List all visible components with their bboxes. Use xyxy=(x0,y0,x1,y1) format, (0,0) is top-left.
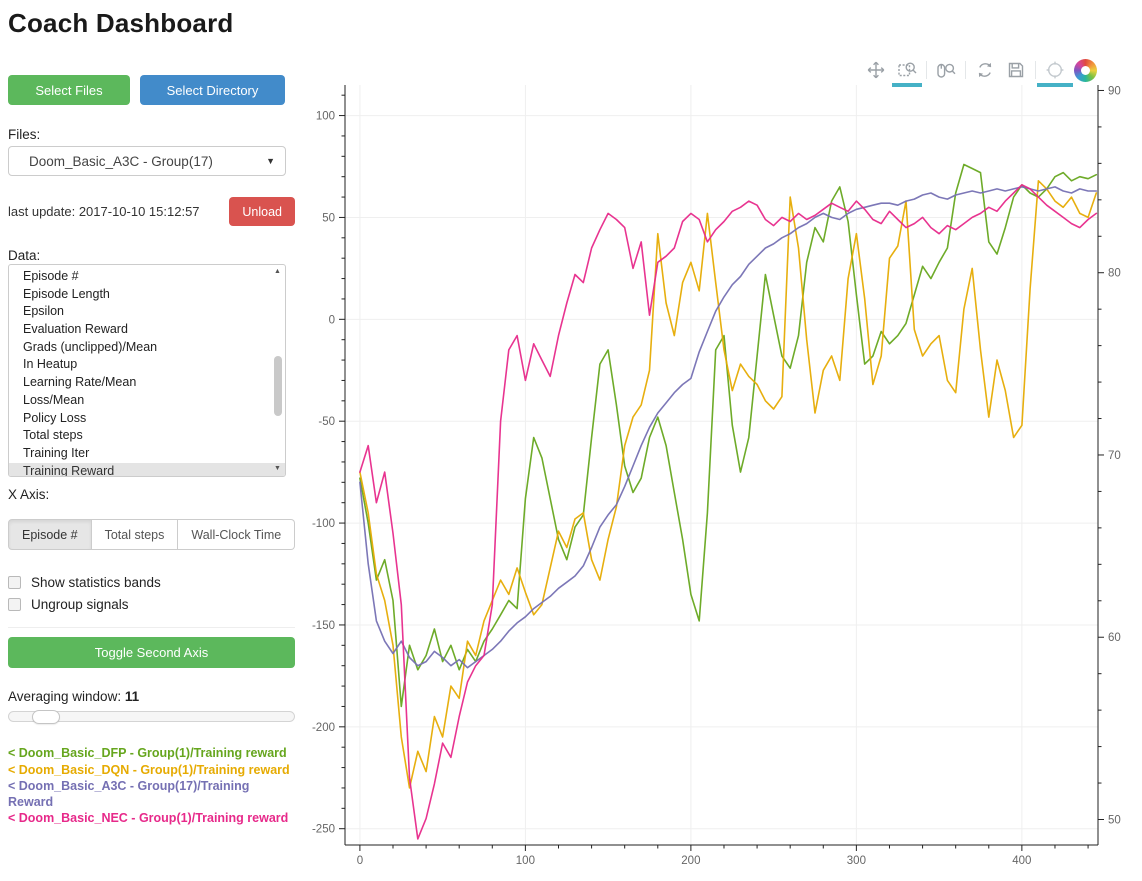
save-tool-icon[interactable] xyxy=(1004,58,1028,82)
checkbox-label: Show statistics bands xyxy=(31,575,161,590)
legend-item[interactable]: < Doom_Basic_DQN - Group(1)/Training rew… xyxy=(8,762,290,777)
data-list-item[interactable]: Learning Rate/Mean xyxy=(23,375,137,390)
plot-toolbar xyxy=(864,58,1097,87)
y-right-tick-label: 70 xyxy=(1108,450,1121,462)
data-list-item[interactable]: Evaluation Reward xyxy=(23,322,128,337)
select-files-button[interactable]: Select Files xyxy=(8,75,130,105)
y-left-tick-label: 100 xyxy=(316,111,335,123)
checkbox-row: Show statistics bands xyxy=(8,575,295,590)
toggle-second-axis-button[interactable]: Toggle Second Axis xyxy=(8,637,295,668)
y-left-tick-label: -150 xyxy=(312,620,335,632)
x-axis-label: X Axis: xyxy=(8,487,50,502)
toolbar-separator xyxy=(1035,61,1036,79)
divider xyxy=(8,627,295,628)
y-left-tick-label: -100 xyxy=(312,518,335,530)
x-tick-label: 0 xyxy=(357,855,363,867)
select-directory-button[interactable]: Select Directory xyxy=(140,75,285,105)
data-list-item[interactable]: In Heatup xyxy=(23,357,78,372)
x-tick-label: 400 xyxy=(1012,855,1031,867)
data-list-item[interactable]: Episode # xyxy=(23,269,79,283)
checkbox-show-statistics-bands[interactable] xyxy=(8,576,21,589)
data-list-item[interactable]: Grads (unclipped)/Mean xyxy=(23,339,158,354)
data-label: Data: xyxy=(8,248,41,263)
hover-tool-icon[interactable] xyxy=(1037,58,1073,87)
listbox-scrollbar[interactable]: ▲ ▼ xyxy=(271,266,284,475)
pan-tool-icon[interactable] xyxy=(864,58,888,82)
y-left-tick-label: -250 xyxy=(312,824,335,836)
y-right-tick-label: 60 xyxy=(1108,632,1121,644)
data-listbox[interactable]: Episode # Episode Length Epsilon Evaluation… xyxy=(8,264,286,477)
x-axis-toggle-group: Episode # Total steps Wall-Clock Time xyxy=(8,519,296,550)
y-left-tick-label: -200 xyxy=(312,722,335,734)
scrollbar-thumb[interactable] xyxy=(274,356,282,416)
toolbar-separator xyxy=(965,61,966,79)
data-list-item[interactable]: Episode Length xyxy=(23,286,110,301)
scroll-up-icon[interactable]: ▲ xyxy=(274,268,281,275)
series-line-doom_basic_dqn[interactable] xyxy=(359,180,1098,789)
reward-line-chart[interactable]: 0 100 200 300 400 100 50 0 -50 -100 -150 -200 -250 90… xyxy=(295,50,1142,881)
series-line-doom_basic_a3c[interactable] xyxy=(359,186,1098,669)
x-tick-label: 100 xyxy=(516,855,535,867)
reset-tool-icon[interactable] xyxy=(973,58,997,82)
y-right-tick-label: 50 xyxy=(1108,814,1121,826)
y-right-tick-label: 80 xyxy=(1108,268,1121,280)
y-left-tick-label: 50 xyxy=(322,212,335,224)
data-list-item[interactable]: Policy Loss xyxy=(23,410,87,425)
x-axis-option-episode-[interactable]: Episode # xyxy=(8,519,92,550)
legend-item[interactable]: < Doom_Basic_DFP - Group(1)/Training rew… xyxy=(8,746,287,760)
data-list-item[interactable]: Loss/Mean xyxy=(23,392,85,407)
x-tick-label: 200 xyxy=(681,855,700,867)
data-list-item[interactable]: Total steps xyxy=(23,428,83,443)
x-axis-option-total-steps[interactable]: Total steps xyxy=(91,519,179,550)
checkbox-row: Ungroup signals xyxy=(8,597,295,612)
last-update-text: last update: 2017-10-10 15:12:57 xyxy=(8,204,200,219)
files-dropdown[interactable]: Doom_Basic_A3C - Group(17) ▼ xyxy=(8,146,286,176)
series-line-doom_basic_nec[interactable] xyxy=(359,184,1098,840)
wheel-zoom-tool-icon[interactable] xyxy=(934,58,958,82)
bokeh-logo[interactable] xyxy=(1074,58,1097,82)
scroll-down-icon[interactable]: ▼ xyxy=(274,465,281,472)
x-axis-option-wall-clock-time[interactable]: Wall-Clock Time xyxy=(178,519,296,550)
slider-handle[interactable] xyxy=(31,710,60,724)
x-tick-label: 300 xyxy=(847,855,866,867)
checkbox-label: Ungroup signals xyxy=(31,597,129,612)
averaging-window-value: 11 xyxy=(124,689,140,704)
y-left-tick-label: -50 xyxy=(318,416,335,428)
averaging-window-label: Averaging window: 11 xyxy=(8,689,140,704)
sidebar: Coach Dashboard Select Files Select Dire… xyxy=(8,0,296,828)
averaging-window-slider[interactable] xyxy=(8,710,295,724)
series-legend: < Doom_Basic_DFP - Group(1)/Training rew… xyxy=(8,746,295,827)
legend-item[interactable]: < Doom_Basic_A3C - Group(17)/Training Re… xyxy=(8,779,250,809)
legend-item[interactable]: < Doom_Basic_NEC - Group(1)/Training rew… xyxy=(8,811,289,825)
y-right-tick-label: 90 xyxy=(1108,85,1121,97)
page-title: Coach Dashboard xyxy=(8,8,234,38)
series-line-doom_basic_dfp[interactable] xyxy=(359,163,1098,708)
checkbox-ungroup-signals[interactable] xyxy=(8,598,21,611)
data-list-item[interactable]: Training Iter xyxy=(23,445,90,460)
scrollbar-track[interactable] xyxy=(274,280,282,461)
data-list-item[interactable]: Training Reward xyxy=(9,462,285,476)
chevron-down-icon: ▼ xyxy=(266,156,275,166)
files-dropdown-value: Doom_Basic_A3C - Group(17) xyxy=(29,153,213,169)
files-label: Files: xyxy=(8,127,41,142)
box-zoom-tool-icon[interactable] xyxy=(892,58,922,87)
y-left-tick-label: 0 xyxy=(329,314,335,326)
unload-button[interactable]: Unload xyxy=(229,197,295,226)
data-list-item[interactable]: Epsilon xyxy=(23,304,64,319)
toolbar-separator xyxy=(926,61,927,79)
